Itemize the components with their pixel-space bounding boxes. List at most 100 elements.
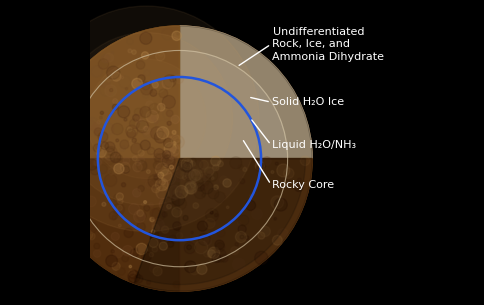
Circle shape bbox=[151, 127, 164, 140]
Circle shape bbox=[152, 224, 159, 231]
Circle shape bbox=[174, 172, 184, 182]
Circle shape bbox=[241, 79, 246, 84]
Circle shape bbox=[214, 214, 218, 217]
Circle shape bbox=[127, 127, 132, 132]
Circle shape bbox=[173, 149, 179, 155]
Circle shape bbox=[212, 253, 221, 263]
Circle shape bbox=[205, 88, 218, 101]
Circle shape bbox=[87, 66, 272, 251]
Circle shape bbox=[154, 154, 161, 161]
Circle shape bbox=[213, 249, 227, 262]
Circle shape bbox=[217, 105, 225, 113]
Circle shape bbox=[180, 162, 183, 166]
Circle shape bbox=[144, 205, 150, 211]
Circle shape bbox=[262, 77, 265, 81]
Circle shape bbox=[179, 148, 191, 160]
Circle shape bbox=[113, 194, 122, 203]
Circle shape bbox=[164, 173, 176, 185]
Circle shape bbox=[124, 228, 133, 238]
Circle shape bbox=[181, 164, 191, 175]
Circle shape bbox=[150, 89, 157, 96]
Circle shape bbox=[242, 92, 257, 106]
Circle shape bbox=[104, 154, 114, 165]
Circle shape bbox=[162, 95, 175, 109]
Circle shape bbox=[194, 187, 206, 199]
Circle shape bbox=[98, 59, 109, 69]
Circle shape bbox=[138, 157, 145, 163]
Circle shape bbox=[109, 211, 118, 220]
Circle shape bbox=[152, 85, 164, 98]
Circle shape bbox=[149, 103, 160, 115]
Wedge shape bbox=[47, 26, 312, 291]
Circle shape bbox=[191, 95, 195, 99]
Circle shape bbox=[156, 186, 169, 199]
Circle shape bbox=[70, 96, 73, 99]
Circle shape bbox=[132, 234, 143, 246]
Circle shape bbox=[128, 271, 140, 283]
Circle shape bbox=[127, 38, 133, 45]
Circle shape bbox=[140, 106, 151, 117]
Circle shape bbox=[68, 184, 81, 196]
Circle shape bbox=[162, 203, 177, 217]
Circle shape bbox=[147, 167, 157, 178]
Circle shape bbox=[274, 198, 287, 211]
Circle shape bbox=[152, 247, 157, 252]
Circle shape bbox=[208, 250, 215, 258]
Circle shape bbox=[206, 132, 215, 141]
Circle shape bbox=[66, 135, 77, 146]
Circle shape bbox=[284, 168, 294, 178]
Circle shape bbox=[93, 144, 102, 152]
Circle shape bbox=[216, 181, 231, 196]
Circle shape bbox=[128, 49, 132, 53]
Circle shape bbox=[60, 33, 232, 205]
Circle shape bbox=[53, 183, 65, 195]
Circle shape bbox=[119, 224, 121, 227]
Circle shape bbox=[93, 56, 104, 67]
Circle shape bbox=[166, 154, 178, 167]
Circle shape bbox=[173, 148, 189, 163]
Circle shape bbox=[160, 173, 167, 181]
Circle shape bbox=[253, 89, 262, 98]
Circle shape bbox=[132, 156, 137, 161]
Circle shape bbox=[161, 152, 174, 164]
Circle shape bbox=[148, 239, 156, 248]
Circle shape bbox=[221, 255, 228, 262]
Circle shape bbox=[164, 165, 166, 168]
Circle shape bbox=[173, 149, 178, 154]
Circle shape bbox=[134, 211, 145, 223]
Circle shape bbox=[146, 198, 160, 212]
Circle shape bbox=[240, 179, 245, 184]
Circle shape bbox=[114, 163, 124, 174]
Circle shape bbox=[150, 155, 159, 163]
Circle shape bbox=[160, 78, 168, 87]
Circle shape bbox=[175, 150, 179, 153]
Circle shape bbox=[129, 270, 138, 279]
Circle shape bbox=[105, 150, 115, 160]
Circle shape bbox=[257, 175, 260, 178]
Circle shape bbox=[245, 200, 256, 210]
Circle shape bbox=[91, 250, 101, 260]
Circle shape bbox=[164, 150, 176, 162]
Circle shape bbox=[263, 122, 273, 133]
Circle shape bbox=[125, 117, 132, 124]
Circle shape bbox=[220, 176, 228, 184]
Circle shape bbox=[130, 249, 138, 257]
Circle shape bbox=[177, 155, 187, 165]
Circle shape bbox=[176, 160, 187, 170]
Circle shape bbox=[172, 131, 176, 134]
Circle shape bbox=[166, 199, 181, 214]
Circle shape bbox=[158, 143, 166, 152]
Circle shape bbox=[271, 196, 284, 209]
Circle shape bbox=[288, 109, 296, 117]
Circle shape bbox=[213, 131, 229, 146]
Circle shape bbox=[194, 155, 203, 164]
Circle shape bbox=[74, 126, 82, 135]
Text: Rocky Core: Rocky Core bbox=[272, 180, 334, 189]
Circle shape bbox=[166, 110, 173, 117]
Circle shape bbox=[162, 162, 176, 177]
Circle shape bbox=[58, 168, 69, 179]
Circle shape bbox=[198, 233, 210, 246]
Circle shape bbox=[69, 203, 81, 214]
Circle shape bbox=[75, 216, 80, 221]
Circle shape bbox=[170, 130, 179, 139]
